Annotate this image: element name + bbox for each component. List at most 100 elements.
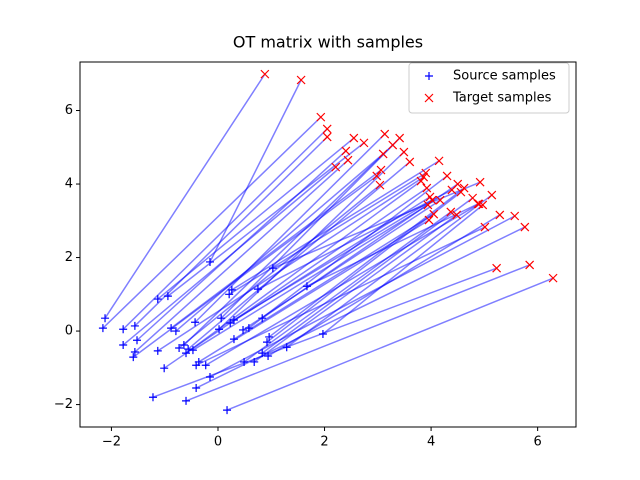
marker [341,146,351,156]
marker [130,348,139,357]
marker [548,273,558,283]
transport-link [136,150,347,341]
legend-label: Target samples [452,91,552,106]
y-tick-label: −2 [54,397,73,412]
marker [492,263,502,273]
marker [322,124,332,134]
marker [239,325,248,334]
marker [359,138,369,148]
chart-title: OT matrix with samples [233,33,423,52]
transport-link [195,226,526,389]
marker [495,210,505,220]
legend-label: Source samples [453,69,556,84]
marker [265,332,274,341]
transport-link [209,79,302,263]
marker [282,343,291,352]
marker [388,140,398,150]
transport-link [194,133,386,323]
transport-link [233,199,433,321]
marker [378,149,388,159]
marker [349,133,359,143]
transport-link [163,187,428,369]
marker [229,316,238,325]
marker [427,195,437,205]
marker [316,112,326,122]
marker [380,129,390,139]
marker [153,295,162,304]
marker [376,165,386,175]
marker [250,357,259,366]
marker [343,155,353,165]
marker [452,210,462,220]
transport-link [253,214,458,363]
marker [130,321,139,330]
transport-link [157,176,425,352]
marker [258,349,267,358]
x-tick-label: 4 [427,435,435,450]
marker [446,207,456,217]
marker [253,285,262,294]
legend-marker [424,93,434,103]
marker [98,324,107,333]
y-tick-label: 0 [65,324,73,339]
marker [119,325,128,334]
transport-link [261,183,459,319]
marker [163,292,172,301]
transport-link [322,204,484,335]
marker [416,176,426,186]
transport-link [220,137,401,319]
marker [435,195,445,205]
marker [191,318,200,327]
marker [215,325,224,334]
marker [375,180,385,190]
marker [205,257,214,266]
marker [525,260,535,270]
transport-link [175,153,384,332]
transport-link [104,73,266,319]
marker [258,314,267,323]
marker [148,393,157,402]
marker [318,330,327,339]
marker [184,345,193,354]
marker [422,183,432,193]
marker [119,341,128,350]
marker [240,357,249,366]
transport-link [257,189,453,290]
marker [227,285,236,294]
marker [268,264,277,273]
marker [399,147,409,157]
marker [182,396,191,405]
transport-link [266,191,462,343]
marker [171,327,180,336]
marker [480,222,490,232]
marker [260,69,270,79]
plot-frame [79,61,577,428]
marker [331,162,341,172]
transport-link [170,169,382,329]
transport-link [122,128,328,330]
marker [429,209,439,219]
marker [167,324,176,333]
marker [129,353,138,362]
legend-box [408,62,570,114]
marker [264,352,273,361]
x-tick-label: −2 [102,435,121,450]
transport-link [306,203,479,287]
marker [225,290,234,299]
transport-link [205,203,480,366]
marker [405,157,415,167]
marker [395,133,405,143]
marker [229,335,238,344]
transport-link [243,211,452,363]
transport-link [178,184,381,349]
marker [262,338,271,347]
marker [201,361,210,370]
marker [459,183,469,193]
marker [153,346,162,355]
marker [101,314,110,323]
marker [296,75,306,85]
marker [434,156,444,166]
marker [322,132,332,142]
transport-link [248,175,448,329]
